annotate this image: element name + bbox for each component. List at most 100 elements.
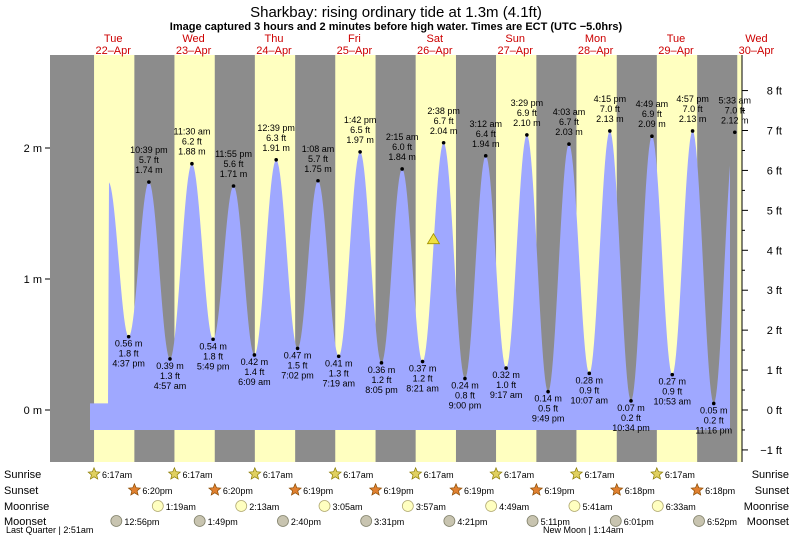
low-tide-time: 10:07 am bbox=[571, 395, 609, 405]
high-tide-feet: 6.5 ft bbox=[350, 125, 371, 135]
day-headers: Tue22–AprWed23–AprThu24–AprFri25–AprSat2… bbox=[95, 33, 774, 57]
sun-icon bbox=[87, 466, 101, 480]
high-tide-feet: 5.6 ft bbox=[224, 159, 245, 169]
high-tide-time: 3:29 pm bbox=[511, 98, 544, 108]
y-tick-label-right: −1 ft bbox=[760, 445, 782, 457]
moon-icon bbox=[443, 515, 456, 527]
moonset-time: 6:52pm bbox=[707, 517, 737, 527]
day-date: 28–Apr bbox=[578, 45, 614, 57]
day-of-week: Sat bbox=[427, 33, 444, 45]
tide-extremum-dot bbox=[211, 337, 215, 342]
almanac-row-label-right: Moonset bbox=[747, 516, 789, 528]
day-of-week: Fri bbox=[348, 33, 361, 45]
sunset-time: 6:18pm bbox=[705, 486, 735, 496]
tide-area bbox=[90, 131, 730, 430]
sunset-time: 6:20pm bbox=[223, 486, 253, 496]
low-tide-feet: 1.2 ft bbox=[371, 375, 392, 385]
low-tide-time: 7:19 am bbox=[322, 378, 355, 388]
almanac-rows: Sunrise Sunrise Sunset Sunset Moonrise Moonri… bbox=[4, 466, 789, 535]
moon-icon bbox=[485, 500, 498, 512]
low-tide-feet: 0.8 ft bbox=[455, 391, 476, 401]
high-tide-time: 11:55 pm bbox=[215, 149, 252, 159]
high-tide-feet: 7.0 ft bbox=[683, 104, 704, 114]
sun-icon bbox=[650, 466, 664, 480]
moon-icon bbox=[568, 500, 581, 512]
moonrise-time: 3:57am bbox=[416, 502, 446, 512]
sun-icon bbox=[368, 482, 383, 496]
low-tide-time: 9:17 am bbox=[490, 390, 523, 400]
low-tide-metres: 0.14 m bbox=[534, 394, 562, 404]
sunrise-time: 6:17am bbox=[343, 470, 373, 480]
high-tide-time: 4:49 am bbox=[636, 99, 669, 109]
low-tide-metres: 0.56 m bbox=[115, 339, 143, 349]
high-tide-metres: 1.74 m bbox=[135, 165, 163, 175]
moon-phase-note: New Moon | 1:14am bbox=[543, 525, 623, 535]
high-tide-metres: 2.10 m bbox=[513, 118, 541, 128]
sun-icon bbox=[489, 466, 503, 480]
axes: 0 m 1 m 2 m −1 ft 0 ft 1 ft 2 ft 3 ft 4 ft 5 ft 6 … bbox=[24, 55, 782, 462]
high-tide-time: 1:08 am bbox=[302, 144, 335, 154]
moonrise-time: 4:49am bbox=[499, 502, 529, 512]
sunrise-time: 6:17am bbox=[424, 470, 454, 480]
day-of-week: Tue bbox=[104, 33, 123, 45]
tide-extremum-dot bbox=[126, 334, 131, 339]
tide-extremum-dot bbox=[463, 376, 467, 381]
tide-extremum-dot bbox=[711, 401, 716, 406]
tide-extremum-dot bbox=[147, 180, 151, 184]
high-tide-feet: 6.4 ft bbox=[476, 129, 497, 139]
day-date: 30–Apr bbox=[739, 45, 775, 57]
low-tide-time: 10:53 am bbox=[653, 397, 691, 407]
high-tide-metres: 2.13 m bbox=[596, 114, 624, 124]
low-tide-feet: 0.5 ft bbox=[538, 404, 559, 414]
high-tide-time: 4:57 pm bbox=[676, 94, 709, 104]
high-tide-metres: 1.84 m bbox=[388, 152, 416, 162]
day-date: 29–Apr bbox=[658, 45, 694, 57]
day-date: 26–Apr bbox=[417, 45, 453, 57]
tide-extremum-dot bbox=[274, 157, 278, 162]
sunrise-time: 6:17am bbox=[504, 470, 534, 480]
tide-extremum-dot bbox=[629, 399, 633, 403]
moon-icon bbox=[318, 500, 331, 512]
moon-icon bbox=[651, 500, 664, 512]
moon-icon bbox=[360, 515, 373, 527]
sun-icon bbox=[609, 482, 624, 496]
high-tide-time: 4:03 am bbox=[553, 107, 586, 117]
high-tide-feet: 6.2 ft bbox=[182, 137, 203, 147]
low-tide-metres: 0.42 m bbox=[241, 357, 269, 367]
almanac-row-label-right: Moonrise bbox=[744, 501, 789, 513]
sunset-time: 6:19pm bbox=[303, 486, 333, 496]
tide-extremum-dot bbox=[295, 346, 300, 351]
high-tide-feet: 6.3 ft bbox=[266, 133, 287, 143]
tide-extremum-dot bbox=[316, 178, 320, 183]
tide-extremum-dot bbox=[670, 372, 675, 377]
low-tide-time: 8:05 pm bbox=[365, 385, 398, 395]
high-tide-feet: 6.0 ft bbox=[392, 142, 413, 152]
moonrise-time: 6:33am bbox=[666, 502, 696, 512]
sun-icon bbox=[248, 466, 262, 480]
sun-icon bbox=[167, 466, 182, 480]
high-tide-feet: 6.9 ft bbox=[642, 109, 663, 119]
low-tide-feet: 0.2 ft bbox=[704, 415, 725, 425]
tide-extremum-dot bbox=[690, 129, 695, 133]
low-tide-metres: 0.54 m bbox=[199, 341, 227, 351]
y-tick-label-right: 0 ft bbox=[767, 405, 782, 417]
tide-extremum-dot bbox=[732, 130, 737, 135]
y-tick-label-right: 6 ft bbox=[767, 165, 782, 177]
high-tide-time: 2:38 pm bbox=[427, 106, 460, 116]
moon-icon bbox=[235, 500, 248, 512]
y-tick-label-right: 4 ft bbox=[767, 245, 782, 257]
moonrise-time: 5:41am bbox=[582, 502, 612, 512]
high-tide-metres: 1.71 m bbox=[220, 169, 248, 179]
sun-icon bbox=[127, 482, 142, 496]
low-tide-time: 7:02 pm bbox=[281, 370, 314, 380]
high-tide-metres: 1.75 m bbox=[304, 164, 332, 174]
tide-extremum-dot bbox=[504, 366, 508, 370]
high-tide-metres: 1.88 m bbox=[178, 147, 206, 157]
sunrise-time: 6:17am bbox=[584, 470, 614, 480]
high-tide-time: 1:42 pm bbox=[344, 115, 377, 125]
tide-extremum-dot bbox=[525, 133, 529, 137]
high-tide-feet: 7.0 ft bbox=[725, 105, 746, 115]
tide-extremum-dot bbox=[441, 140, 446, 145]
day-date: 27–Apr bbox=[497, 45, 533, 57]
high-tide-time: 11:30 am bbox=[173, 127, 210, 137]
